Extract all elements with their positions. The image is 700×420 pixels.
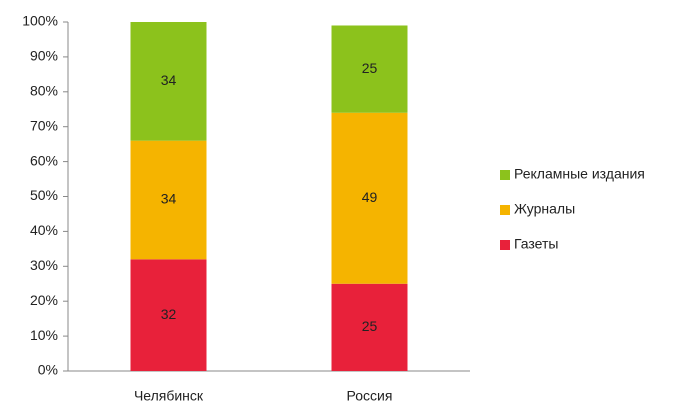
x-tick-label: Челябинск [134,388,204,404]
legend-label: Рекламные издания [514,166,645,182]
x-tick-label: Россия [347,388,393,404]
legend-label: Журналы [514,201,575,217]
y-tick-label: 100% [22,13,58,29]
y-tick-label: 60% [30,152,58,168]
y-tick-label: 10% [30,327,58,343]
y-tick-label: 40% [30,222,58,238]
legend-swatch [500,240,510,250]
legend-swatch [500,205,510,215]
bar-segment [331,283,408,371]
y-tick-label: 30% [30,257,58,273]
bar-segment [331,112,408,284]
y-tick-label: 90% [30,48,58,64]
bar-segment [130,259,207,371]
bar-segment [130,140,207,260]
legend-label: Газеты [514,236,558,252]
y-tick-label: 70% [30,117,58,133]
data-label: 32 [161,306,177,322]
data-label: 34 [161,191,177,207]
data-label: 25 [362,318,378,334]
legend-swatch [500,170,510,180]
y-tick-label: 0% [38,362,58,378]
data-label: 34 [161,72,177,88]
y-tick-label: 50% [30,187,58,203]
data-label: 49 [362,189,378,205]
y-tick-label: 20% [30,292,58,308]
y-tick-label: 80% [30,83,58,99]
bar-segment [130,22,207,141]
data-label: 25 [362,60,378,76]
bar-segment [331,25,408,113]
